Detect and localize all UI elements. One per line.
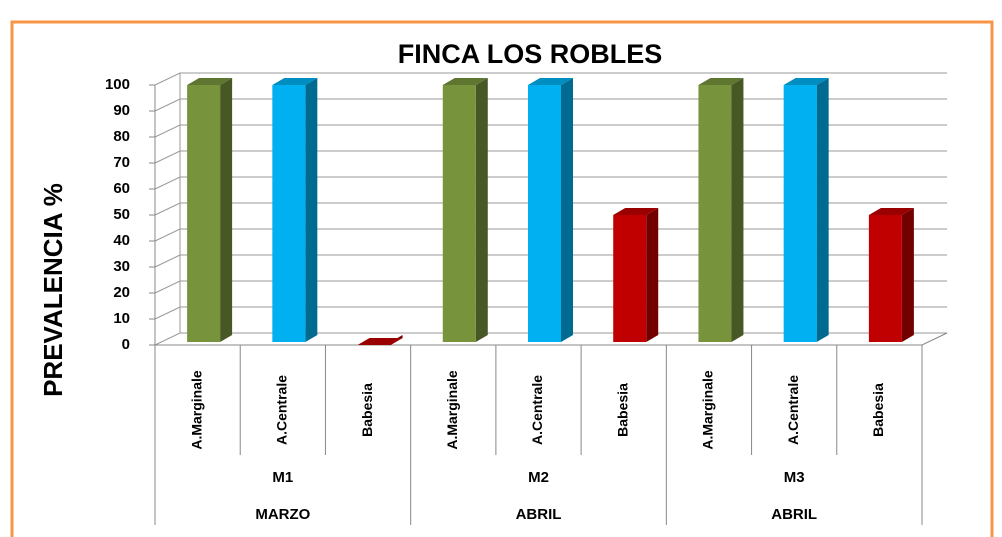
- bar: [868, 208, 914, 342]
- month-label: ABRIL: [516, 506, 562, 523]
- bar-face: [698, 78, 744, 85]
- y-tick-label: 0: [122, 336, 130, 353]
- y-tick-label: 90: [113, 102, 130, 119]
- bar-face: [442, 85, 476, 342]
- bar-face: [698, 85, 732, 342]
- bar-face: [783, 85, 817, 342]
- y-tick-label: 80: [113, 128, 130, 145]
- bar-face: [613, 215, 647, 342]
- bar: [613, 208, 659, 342]
- bar-face: [305, 78, 318, 342]
- bar-face: [272, 85, 306, 342]
- y-tick-label: 20: [113, 284, 130, 301]
- bar-face: [646, 208, 659, 342]
- bar-face: [187, 85, 221, 342]
- bar-face: [731, 78, 744, 342]
- y-tick-label: 10: [113, 310, 130, 327]
- bar: [528, 78, 573, 342]
- y-tick-label: 70: [113, 154, 130, 171]
- bar-face: [187, 78, 233, 85]
- bar-face: [528, 78, 573, 85]
- group-label: M1: [272, 469, 293, 486]
- bar-face: [901, 208, 914, 342]
- bar-face: [220, 78, 233, 342]
- group-label: M2: [528, 469, 549, 486]
- x-tick-label: Babesia: [870, 383, 886, 437]
- bar-face: [816, 78, 829, 342]
- bar: [442, 78, 488, 342]
- x-tick-label: A.Centrale: [274, 375, 290, 445]
- bar-face: [613, 208, 659, 215]
- bar-face: [868, 215, 902, 342]
- x-tick-label: A.Marginale: [700, 370, 716, 450]
- bar: [272, 78, 318, 342]
- y-tick-label: 50: [113, 206, 130, 223]
- y-tick-label: 40: [113, 232, 130, 249]
- bar-face: [442, 78, 488, 85]
- bar: [783, 78, 829, 342]
- bar: [187, 78, 233, 342]
- chart-title: FINCA LOS ROBLES: [398, 39, 663, 69]
- bar: [698, 78, 744, 342]
- y-tick-label: 100: [105, 76, 130, 93]
- bar-face: [528, 85, 561, 342]
- x-tick-label: A.Centrale: [529, 375, 545, 445]
- bar-face: [868, 208, 914, 215]
- y-tick-label: 60: [113, 180, 130, 197]
- bar-face: [357, 338, 403, 345]
- y-axis-label: PREVALENCIA %: [38, 183, 68, 397]
- x-tick-label: A.Marginale: [188, 370, 204, 450]
- x-tick-label: Babesia: [614, 383, 630, 437]
- x-tick-label: Babesia: [359, 383, 375, 437]
- month-label: ABRIL: [771, 506, 817, 523]
- group-label: M3: [784, 469, 805, 486]
- bar-face: [783, 78, 829, 85]
- bar-face: [272, 78, 318, 85]
- bar-face: [475, 78, 488, 342]
- x-tick-label: A.Marginale: [444, 370, 460, 450]
- bar-face: [561, 78, 573, 342]
- bar: [357, 335, 403, 345]
- month-label: MARZO: [255, 506, 310, 523]
- y-tick-label: 30: [113, 258, 130, 275]
- x-tick-label: A.Centrale: [785, 375, 801, 445]
